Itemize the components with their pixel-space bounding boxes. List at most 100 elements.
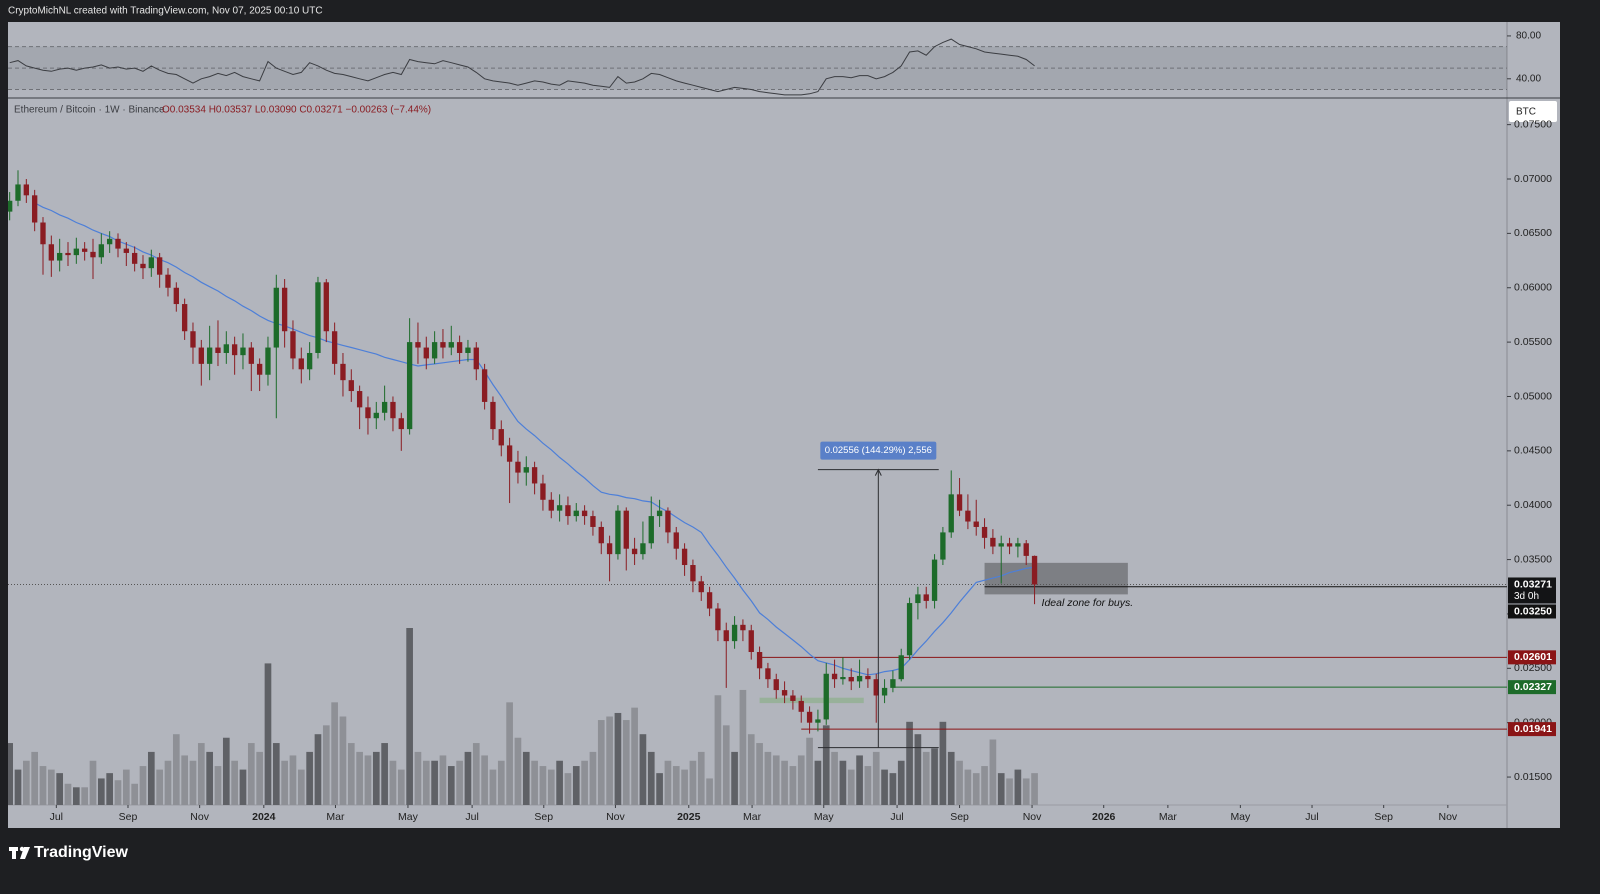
volume-bar (314, 734, 322, 805)
x-tick-label: Jul (50, 811, 63, 823)
volume-bar (564, 773, 572, 805)
y-tick-label: 0.04500 (1514, 445, 1552, 457)
volume-bar (764, 751, 772, 805)
x-tick-label: Nov (190, 811, 209, 823)
candle-body (640, 543, 646, 555)
candle-body (181, 304, 188, 332)
volume-bar (897, 760, 905, 805)
price-label: 0.01941 (1514, 723, 1552, 735)
candle-body (390, 401, 396, 419)
candle-body (906, 603, 913, 656)
price-label: 0.03250 (1514, 605, 1552, 617)
volume-bar (356, 751, 363, 805)
ohlc-legend: O0.03534 H0.03537 L0.03090 C0.03271 −0.0… (162, 105, 431, 116)
candle-body (56, 252, 63, 261)
candle-body (315, 282, 321, 353)
volume-bar (414, 751, 422, 805)
volume-bar (1014, 769, 1022, 805)
candle-body (240, 347, 246, 356)
logo-glyph (12, 847, 16, 859)
candle-body (40, 222, 46, 245)
candle-body (456, 342, 463, 353)
volume-bar (614, 712, 622, 805)
x-tick-label: Mar (1159, 811, 1178, 823)
price-label-box (1508, 722, 1556, 737)
x-tick-label: Nov (1438, 811, 1457, 823)
volume-bar (956, 760, 963, 805)
candle-body (281, 287, 288, 332)
y-tick-label: 0.05000 (1514, 390, 1552, 402)
volume-bar (247, 743, 255, 805)
x-tick-label: Jul (890, 811, 903, 823)
footer-logo: TradingView (9, 844, 129, 861)
candle-body (856, 675, 863, 682)
candle-body (165, 274, 171, 288)
volume-bar (964, 769, 972, 805)
currency-button[interactable] (1509, 101, 1557, 122)
volume-bar (39, 766, 47, 805)
volume-bar (231, 760, 238, 805)
volume-bar (214, 766, 222, 805)
volume-bar (81, 787, 88, 805)
candle-body (215, 347, 221, 353)
candle-body (348, 380, 354, 392)
candle-body (98, 244, 104, 258)
candle-body (848, 677, 854, 682)
volume-bar (406, 628, 413, 805)
volume-bar (1031, 773, 1038, 805)
volume-bar (789, 766, 797, 805)
y-tick-label: 0.05500 (1514, 336, 1552, 348)
volume-bar (31, 751, 38, 805)
volume-bar (589, 751, 597, 805)
volume-bar (822, 725, 830, 805)
price-label-box (1508, 604, 1556, 619)
volume-bar (8, 743, 13, 805)
volume-bar (56, 773, 63, 805)
candle-body (173, 287, 179, 305)
x-tick-label: Mar (326, 811, 345, 823)
candle-body (23, 184, 29, 196)
measure-label: 0.02556 (144.29%) 2,556 (825, 445, 932, 456)
candle-body (1006, 543, 1013, 547)
candle-body (715, 608, 721, 631)
candle-body (373, 412, 379, 419)
volume-bar (114, 780, 122, 805)
volume-bar (681, 769, 688, 805)
candle-body (615, 510, 621, 555)
volume-bar (339, 716, 347, 805)
candle-body (998, 543, 1004, 547)
candle-body (506, 445, 513, 462)
volume-bar (1022, 778, 1030, 805)
volume-bar (72, 787, 80, 805)
volume-bar (64, 783, 72, 805)
candle-body (131, 252, 138, 264)
volume-bar (97, 778, 105, 805)
x-tick-label: Jul (465, 811, 478, 823)
candle-body (398, 418, 404, 430)
candle-body (448, 342, 454, 348)
volume-bar (264, 663, 272, 805)
volume-bar (672, 766, 680, 805)
volume-bar (489, 769, 497, 805)
volume-bar (331, 702, 338, 805)
header-text: CryptoMichNL created with TradingView.co… (8, 6, 323, 17)
candle-body (248, 347, 254, 364)
candle-body (565, 505, 571, 517)
volume-bar (839, 760, 847, 805)
volume-bar (906, 721, 913, 805)
candle-body (1031, 555, 1038, 585)
volume-bar (939, 721, 947, 805)
candle-body (831, 673, 838, 680)
candle-body (331, 331, 338, 364)
volume-bar (197, 743, 205, 805)
volume-bar (556, 760, 563, 805)
candle-body (923, 594, 929, 601)
volume-bar (872, 751, 880, 805)
candle-body (973, 521, 979, 527)
candle-body (406, 342, 413, 430)
volume-bar (447, 766, 455, 805)
volume-bar (547, 769, 555, 805)
candle-body (990, 537, 996, 547)
candle-body (590, 516, 596, 527)
volume-bar (781, 760, 788, 805)
